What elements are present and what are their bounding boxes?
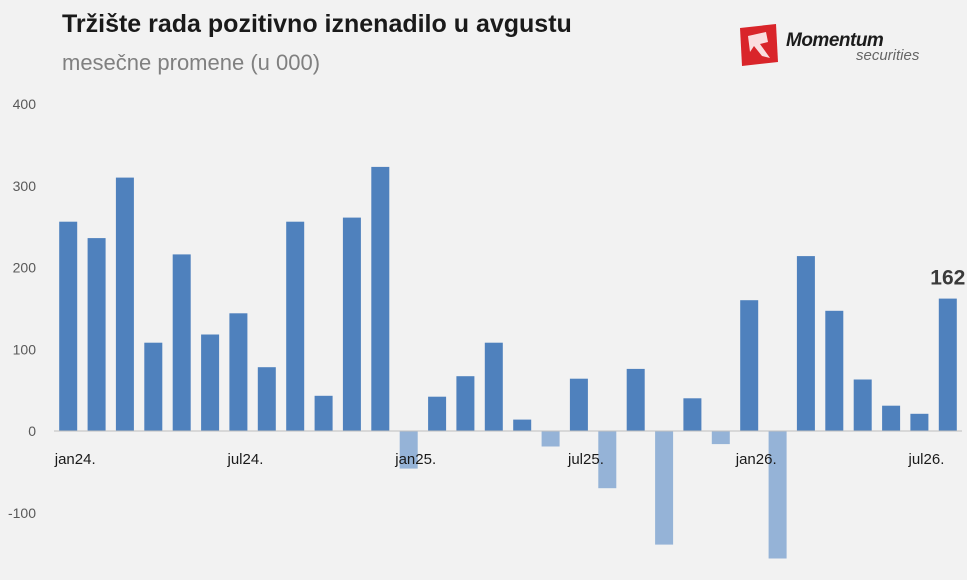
bar-feb24 [87, 238, 106, 431]
bar-jul26 [910, 413, 929, 431]
bar-sep24 [286, 221, 305, 431]
bar-jun26 [882, 405, 901, 431]
bar-apr26 [825, 310, 844, 431]
bar-jan24 [59, 221, 78, 431]
x-tick-label: jul25. [567, 451, 604, 468]
bar-jan25 [399, 431, 418, 469]
bar-okt24 [314, 395, 333, 431]
bar-mar26 [796, 256, 815, 431]
data-label-value: 162 [930, 267, 965, 290]
chart-title: Tržište rada pozitivno iznenadilo u avgu… [62, 10, 572, 38]
y-tick-label: 200 [13, 260, 37, 276]
momentum-logo: Momentum securities [736, 20, 936, 70]
bar-dec24 [371, 166, 390, 431]
bar-feb25 [428, 396, 447, 431]
logo-wordmark: Momentum [786, 30, 884, 51]
bar-maj24 [172, 254, 191, 431]
bar-jun24 [201, 334, 220, 431]
bar-okt25 [655, 431, 674, 545]
bar-jan26 [740, 300, 759, 431]
bar-nov25 [683, 398, 702, 431]
logo-tagline: securities [856, 47, 920, 64]
x-axis-ticks: jan24. jul24. jan25. jul25. jan26. jul26. [54, 451, 945, 468]
x-tick-label: jul26. [908, 451, 945, 468]
bar-maj25 [513, 419, 532, 431]
bar-apr24 [144, 342, 163, 431]
bars-group [59, 166, 957, 559]
bar-mar24 [115, 177, 134, 431]
momentum-logo-icon [740, 24, 778, 66]
bar-avg24 [257, 367, 276, 431]
y-tick-label: -100 [8, 505, 36, 521]
y-tick-label: 0 [28, 423, 36, 439]
bar-sep25 [626, 368, 645, 431]
y-tick-label: 100 [13, 341, 37, 357]
bar-jul25 [569, 378, 588, 431]
x-tick-label: jul24. [227, 451, 264, 468]
x-tick-label: jan25. [394, 451, 436, 468]
bar-jul24 [229, 313, 248, 431]
y-tick-label: 300 [13, 178, 37, 194]
x-tick-label: jan24. [54, 451, 96, 468]
bar-dec25 [711, 431, 730, 445]
bar-mar25 [456, 376, 475, 431]
data-labels: 162 [930, 267, 965, 290]
bar-nov24 [342, 217, 361, 431]
x-tick-label: jan26. [735, 451, 777, 468]
bar-maj26 [853, 379, 872, 431]
bar-jun25 [541, 431, 560, 447]
bar-avg25 [598, 431, 617, 489]
y-axis-ticks: -100 0 100 200 300 400 [8, 96, 36, 521]
bar-feb26 [768, 431, 787, 559]
bar-avg26 [938, 298, 957, 431]
bar-apr25 [484, 342, 503, 431]
y-tick-label: 400 [13, 96, 37, 112]
chart-subtitle: mesečne promene (u 000) [62, 50, 321, 75]
